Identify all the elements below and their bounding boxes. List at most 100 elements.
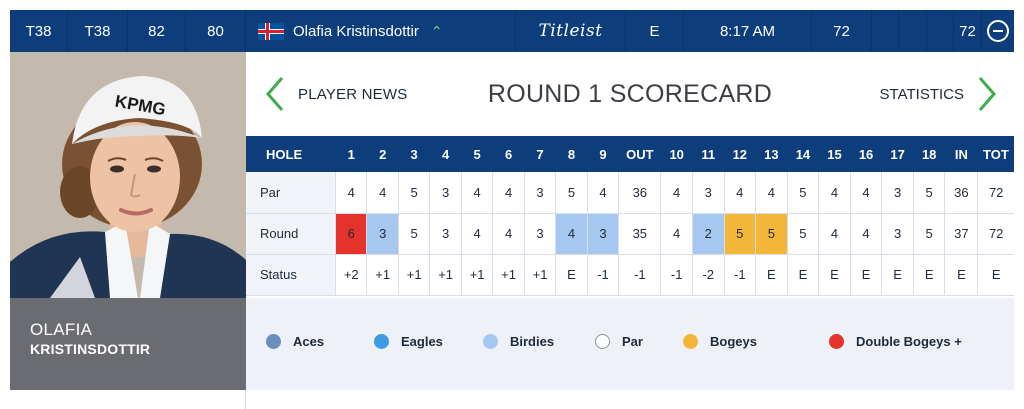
legend-dot-icon xyxy=(374,334,389,349)
legend-dot-icon xyxy=(266,334,281,349)
hole-header-4: 4 xyxy=(429,136,462,172)
scorecard-row-round: Round 6 3 5 3 4 4 3 4 3 35 4 2 5 5 5 4 4 3 5 37 72 xyxy=(246,213,1014,255)
hole-header-17: 17 xyxy=(881,136,914,172)
hole-header-11: 11 xyxy=(692,136,725,172)
scorecard-row-status: Status +2 +1 +1 +1 +1 +1 +1 E -1 -1 -1 -2 -1 E E E E E E E E xyxy=(246,254,1014,296)
sponsor-logo: Titleist xyxy=(516,10,626,52)
position-today: T38 xyxy=(10,10,68,52)
score-cell: 3 xyxy=(429,213,462,255)
score-cell: +1 xyxy=(524,254,557,296)
score-cell: E xyxy=(913,254,946,296)
score-cell: 4 xyxy=(461,213,494,255)
score-cell: 5 xyxy=(398,172,431,214)
score-cell: 3 xyxy=(881,213,914,255)
score-cell: 72 xyxy=(977,172,1014,214)
legend-label: Bogeys xyxy=(710,334,757,349)
position-total: T38 xyxy=(68,10,128,52)
hole-header-9: 9 xyxy=(587,136,619,172)
score-cell: 5 xyxy=(787,213,820,255)
score-cell: 4 xyxy=(366,172,399,214)
row-label: Par xyxy=(246,172,336,214)
score-cell: 4 xyxy=(587,172,620,214)
chevron-left-icon[interactable] xyxy=(260,74,290,114)
score-cell: 37 xyxy=(944,213,979,255)
chevron-up-icon[interactable]: ⌃ xyxy=(430,22,443,39)
score-cell: +1 xyxy=(366,254,399,296)
statistics-label[interactable]: STATISTICS xyxy=(879,85,964,103)
score-cell: E xyxy=(944,254,979,296)
collapse-button[interactable] xyxy=(982,10,1014,52)
legend-dot-icon xyxy=(829,334,844,349)
hole-header-13: 13 xyxy=(755,136,788,172)
score-cell: 4 xyxy=(555,213,588,255)
score-cell: E xyxy=(787,254,820,296)
score-cell: -1 xyxy=(587,254,620,296)
score-cell: -1 xyxy=(724,254,757,296)
score-cell: 4 xyxy=(818,172,851,214)
chevron-right-icon[interactable] xyxy=(972,74,1002,114)
hole-header-3: 3 xyxy=(398,136,430,172)
hole-header-10: 10 xyxy=(660,136,693,172)
row-label: Status xyxy=(246,254,336,296)
hole-header-16: 16 xyxy=(850,136,882,172)
score-cell: 5 xyxy=(755,213,788,255)
score-cell: 4 xyxy=(660,172,693,214)
legend-label: Aces xyxy=(293,334,325,349)
hole-header-5: 5 xyxy=(461,136,493,172)
score-cell: 3 xyxy=(524,172,557,214)
score-cell: 4 xyxy=(850,213,883,255)
score-cell: 5 xyxy=(787,172,820,214)
player-photo: KPMG xyxy=(10,52,246,298)
leaderboard-row-bar[interactable]: T38 T38 82 80 Olafia Kristinsdottir ⌃ Ti… xyxy=(10,10,1014,52)
player-name: Olafia Kristinsdottir xyxy=(293,22,419,40)
player-toggle[interactable]: Olafia Kristinsdottir ⌃ xyxy=(246,10,516,52)
round-score-b: 80 xyxy=(186,10,246,52)
score-cell: 3 xyxy=(429,172,462,214)
score-cell: +1 xyxy=(461,254,494,296)
score-cell: E xyxy=(977,254,1014,296)
thru-b: 72 xyxy=(954,10,982,52)
score-cell: 4 xyxy=(492,172,525,214)
thru-a: 72 xyxy=(812,10,872,52)
score-cell: 4 xyxy=(660,213,693,255)
score-cell: 3 xyxy=(692,172,725,214)
score-cell: 36 xyxy=(618,172,662,214)
legend-label: Birdies xyxy=(510,334,555,349)
legend-label: Par xyxy=(622,334,643,349)
player-news-link[interactable]: PLAYER NEWS xyxy=(260,74,407,114)
legend-item: Bogeys xyxy=(683,334,757,349)
score-cell: E xyxy=(881,254,914,296)
score-cell: +1 xyxy=(398,254,431,296)
score-cell: +1 xyxy=(429,254,462,296)
score-cell: 4 xyxy=(724,172,757,214)
hole-header-tot: TOT xyxy=(977,136,1014,172)
hole-header-12: 12 xyxy=(724,136,756,172)
score-cell: 4 xyxy=(755,172,788,214)
empty-cell xyxy=(927,10,954,52)
score-cell: E xyxy=(755,254,788,296)
empty-cell xyxy=(899,10,927,52)
statistics-link[interactable]: STATISTICS xyxy=(880,74,1002,114)
player-first-name: OLAFIA xyxy=(30,320,93,339)
hole-header-8: 8 xyxy=(555,136,588,172)
score-cell: 5 xyxy=(913,172,946,214)
player-news-label[interactable]: PLAYER NEWS xyxy=(298,85,408,103)
score-cell: 36 xyxy=(944,172,979,214)
minus-circle-icon[interactable] xyxy=(987,20,1009,42)
score-cell: E xyxy=(818,254,851,296)
hole-header-18: 18 xyxy=(913,136,945,172)
row-label: Round xyxy=(246,213,336,255)
round-score-a: 82 xyxy=(128,10,186,52)
hole-header-7: 7 xyxy=(524,136,556,172)
score-cell: 6 xyxy=(335,213,368,255)
empty-cell xyxy=(872,10,899,52)
legend-item: Double Bogeys + xyxy=(829,334,962,349)
legend-dot-icon xyxy=(683,334,698,349)
score-cell: 4 xyxy=(850,172,883,214)
hole-header-in: IN xyxy=(944,136,978,172)
legend-label: Double Bogeys + xyxy=(856,334,962,349)
score-cell: 4 xyxy=(461,172,494,214)
score-cell: E xyxy=(555,254,588,296)
score-cell: 3 xyxy=(587,213,620,255)
iceland-flag-icon xyxy=(258,22,284,40)
